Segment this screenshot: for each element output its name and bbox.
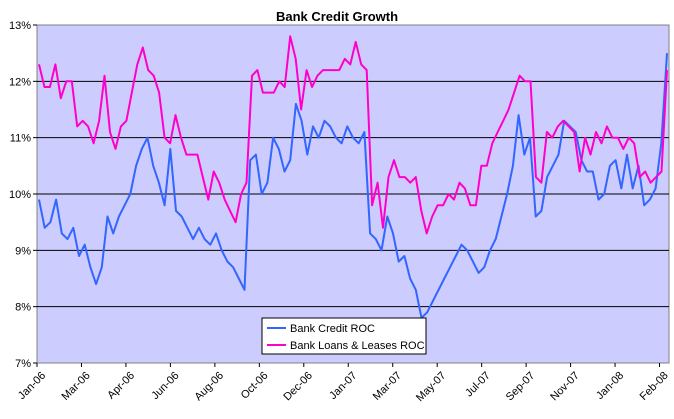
chart-title: Bank Credit Growth (276, 9, 398, 24)
y-tick-label: 11% (10, 133, 31, 145)
legend: Bank Credit ROC Bank Loans & Leases ROC (261, 317, 427, 355)
grid-lines (37, 80, 669, 308)
x-tick-label: Jul-07 (463, 370, 493, 400)
x-tick-label: Jan-06 (16, 370, 48, 402)
x-tick-label: Sep-07 (504, 370, 538, 404)
legend-label-bank-credit-roc: Bank Credit ROC (290, 323, 375, 335)
x-tick-label: Dec-06 (281, 370, 315, 404)
series-line-bank-loans-leases-roc (38, 35, 668, 235)
x-tick-label: Aug-06 (193, 370, 227, 404)
x-tick-label: May-07 (414, 370, 448, 404)
y-tick-label: 7% (15, 358, 31, 370)
x-axis: Jan-06 Mar-06 Apr-06 Jun-06 Aug-06 Oct-06 Dec-… (16, 363, 671, 404)
series-layer (38, 35, 668, 319)
x-tick-label: Apr-06 (105, 370, 137, 402)
y-tick-label: 13% (9, 20, 31, 32)
legend-label-bank-loans-leases-roc: Bank Loans & Leases ROC (290, 340, 425, 352)
x-tick-label: Jan-08 (594, 370, 626, 402)
x-tick-label: Jan-07 (327, 370, 359, 402)
x-tick-label: Nov-07 (548, 370, 582, 404)
y-tick-label: 10% (9, 189, 31, 201)
series-line-bank-credit-roc (38, 53, 668, 319)
legend-box (261, 317, 427, 355)
y-tick-label: 9% (15, 245, 31, 257)
x-tick-label: Oct-06 (239, 370, 271, 402)
x-tick-label: Mar-07 (371, 370, 404, 403)
x-tick-label: Mar-06 (60, 370, 93, 403)
y-axis: 7% 8% 9% 10% 11% 12% 13% (9, 20, 37, 370)
x-tick-label: Jun-06 (149, 370, 181, 402)
y-tick-label: 12% (9, 76, 31, 88)
x-tick-label: Feb-08 (638, 370, 671, 403)
y-tick-label: 8% (15, 302, 31, 314)
